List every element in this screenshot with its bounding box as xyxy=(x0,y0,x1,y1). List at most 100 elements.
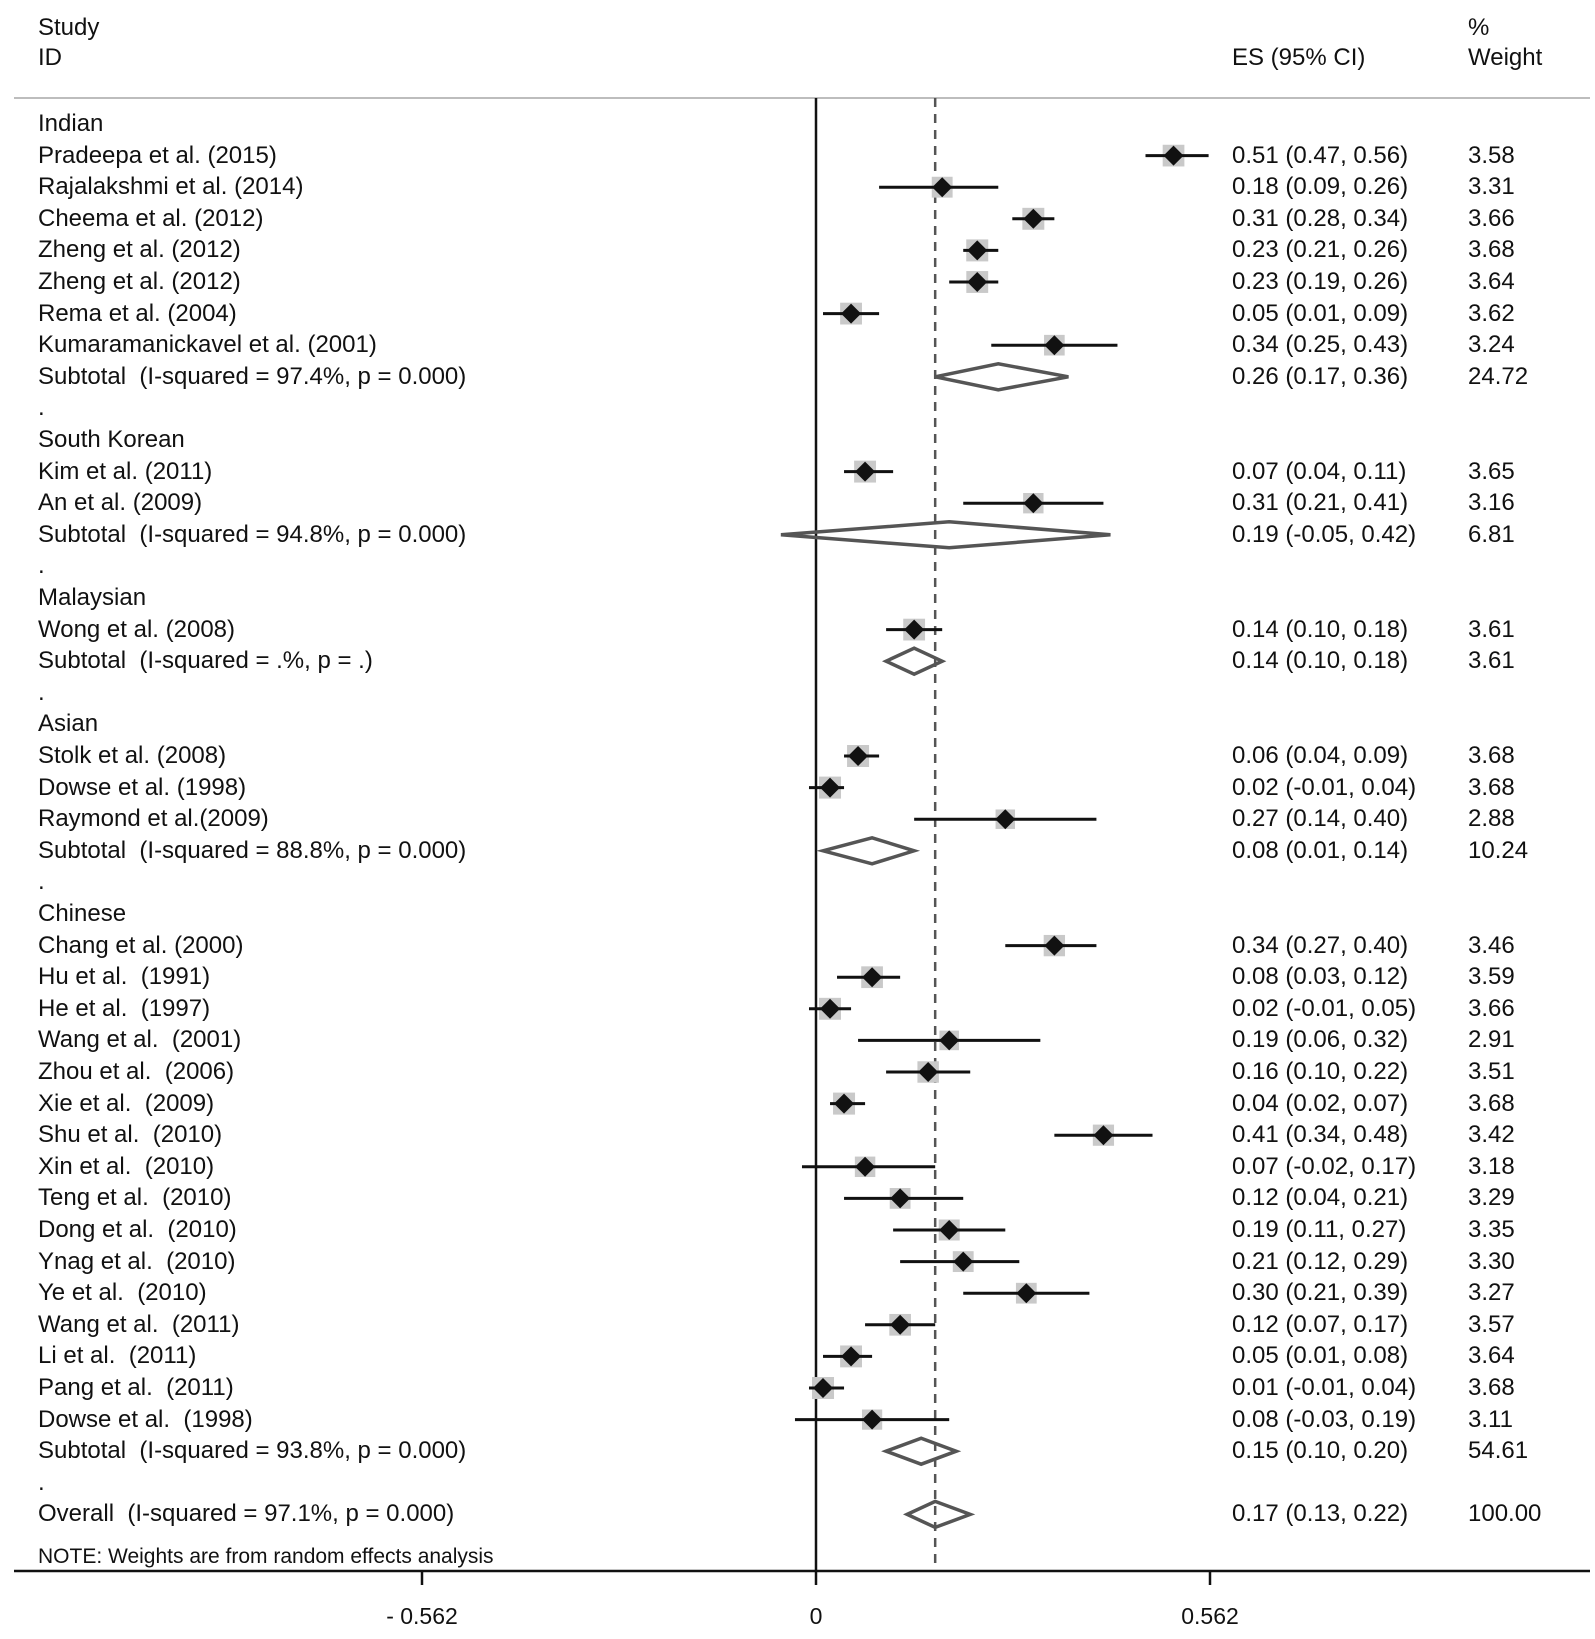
effect-size-ci-label: 0.19 (-0.05, 0.42) xyxy=(1232,520,1417,548)
study-point-marker xyxy=(995,809,1016,830)
effect-size-ci-label: 0.01 (-0.01, 0.04) xyxy=(1232,1374,1417,1401)
study-label: Wong et al. (2008) xyxy=(38,615,236,643)
effect-size-ci-label: 0.23 (0.19, 0.26) xyxy=(1232,268,1409,295)
weight-label: 3.57 xyxy=(1468,1310,1515,1338)
weight-label: 6.81 xyxy=(1468,520,1515,548)
weight-label: 3.68 xyxy=(1468,773,1515,801)
effect-size-ci-label: 0.21 (0.12, 0.29) xyxy=(1232,1247,1409,1275)
study-point-marker xyxy=(967,272,988,292)
effect-size-ci-label: 0.30 (0.21, 0.39) xyxy=(1232,1279,1409,1307)
header-percent-label: % xyxy=(1468,14,1490,41)
study-point-marker xyxy=(939,1030,960,1051)
study-label: Pang et al. (2011) xyxy=(38,1374,234,1401)
study-point-marker xyxy=(890,1188,911,1209)
study-point-marker xyxy=(890,1314,911,1335)
study-label: Xie et al. (2009) xyxy=(38,1089,215,1117)
study-label: Kim et al. (2011) xyxy=(38,457,213,485)
study-point-marker xyxy=(848,746,869,766)
effect-size-ci-label: 0.02 (-0.01, 0.05) xyxy=(1232,994,1417,1022)
group-label: Asian xyxy=(38,710,99,738)
effect-size-ci-label: 0.12 (0.07, 0.17) xyxy=(1232,1310,1409,1338)
effect-size-ci-label: 0.04 (0.02, 0.07) xyxy=(1232,1089,1409,1117)
study-point-marker xyxy=(1023,208,1044,229)
subtotal-label: Subtotal (I-squared = 97.4%, p = 0.000) xyxy=(38,362,467,390)
weight-label: 2.88 xyxy=(1468,805,1515,833)
spacer-dot: . xyxy=(38,394,45,422)
weight-label: 3.64 xyxy=(1468,268,1515,295)
subtotal-label: Subtotal (I-squared = 94.8%, p = 0.000) xyxy=(38,520,467,548)
study-point-marker xyxy=(953,1251,974,1272)
effect-size-ci-label: 0.08 (0.03, 0.12) xyxy=(1232,963,1409,991)
weight-label: 3.16 xyxy=(1468,489,1515,517)
subtotal-label: Subtotal (I-squared = 93.8%, p = 0.000) xyxy=(38,1437,467,1465)
study-label: Cheema et al. (2012) xyxy=(38,204,264,232)
weight-label: 3.30 xyxy=(1468,1247,1515,1275)
study-point-marker xyxy=(1093,1125,1114,1146)
header-es-label: ES (95% CI) xyxy=(1232,44,1366,71)
weight-label: 3.46 xyxy=(1468,931,1515,959)
effect-size-ci-label: 0.17 (0.13, 0.22) xyxy=(1232,1500,1409,1528)
weight-label: 3.68 xyxy=(1468,1374,1515,1401)
study-point-marker xyxy=(862,1409,883,1430)
effect-size-ci-label: 0.15 (0.10, 0.20) xyxy=(1232,1437,1409,1465)
weight-label: 3.58 xyxy=(1468,141,1515,169)
study-label: Ynag et al. (2010) xyxy=(38,1247,236,1275)
effect-size-ci-label: 0.19 (0.06, 0.32) xyxy=(1232,1026,1409,1054)
spacer-dot: . xyxy=(38,868,45,896)
weight-label: 3.42 xyxy=(1468,1121,1515,1149)
study-label: Teng et al. (2010) xyxy=(38,1184,232,1212)
weight-label: 3.24 xyxy=(1468,331,1515,359)
study-label: Zhou et al. (2006) xyxy=(38,1058,235,1085)
spacer-dot: . xyxy=(38,552,45,580)
weight-label: 3.61 xyxy=(1468,615,1515,643)
effect-size-ci-label: 0.06 (0.04, 0.09) xyxy=(1232,742,1409,769)
study-label: Li et al. (2011) xyxy=(38,1342,197,1370)
header-id-label: ID xyxy=(38,44,62,71)
effect-size-ci-label: 0.07 (0.04, 0.11) xyxy=(1232,457,1407,485)
study-label: Wang et al. (2001) xyxy=(38,1026,242,1054)
spacer-dot: . xyxy=(38,1468,45,1496)
header-study-label: Study xyxy=(38,14,100,41)
subtotal-label: Subtotal (I-squared = .%, p = .) xyxy=(38,647,373,675)
weight-label: 3.62 xyxy=(1468,299,1515,327)
weight-label: 24.72 xyxy=(1468,362,1529,390)
study-point-marker xyxy=(904,619,925,640)
weight-label: 3.18 xyxy=(1468,1152,1515,1180)
weight-label: 3.51 xyxy=(1468,1058,1515,1085)
x-axis-tick-label: - 0.562 xyxy=(386,1603,458,1629)
subtotal-diamond xyxy=(881,646,947,677)
weight-label: 3.68 xyxy=(1468,742,1515,769)
effect-size-ci-label: 0.12 (0.04, 0.21) xyxy=(1232,1184,1409,1212)
study-label: Wang et al. (2011) xyxy=(38,1310,240,1338)
subtotal-diamond xyxy=(934,362,1069,392)
effect-size-ci-label: 0.08 (0.01, 0.14) xyxy=(1232,836,1409,864)
weight-label: 100.00 xyxy=(1468,1500,1542,1528)
weight-label: 54.61 xyxy=(1468,1437,1529,1465)
study-label: Xin et al. (2010) xyxy=(38,1152,215,1180)
effect-size-ci-label: 0.34 (0.27, 0.40) xyxy=(1232,931,1409,959)
study-label: Hu et al. (1991) xyxy=(38,963,211,991)
group-label: Indian xyxy=(38,110,104,137)
study-label: He et al. (1997) xyxy=(38,994,211,1022)
study-point-marker xyxy=(932,177,953,198)
effect-size-ci-label: 0.26 (0.17, 0.36) xyxy=(1232,362,1409,390)
overall-label: Overall (I-squared = 97.1%, p = 0.000) xyxy=(38,1500,455,1528)
subtotal-label: Subtotal (I-squared = 88.8%, p = 0.000) xyxy=(38,836,467,864)
weight-label: 3.59 xyxy=(1468,963,1515,991)
effect-size-ci-label: 0.16 (0.10, 0.22) xyxy=(1232,1058,1409,1085)
study-point-marker xyxy=(939,1220,960,1240)
weight-label: 2.91 xyxy=(1468,1026,1515,1054)
effect-size-ci-label: 0.27 (0.14, 0.40) xyxy=(1232,805,1409,833)
study-point-marker xyxy=(1163,145,1184,166)
study-point-marker xyxy=(855,1156,876,1177)
study-label: Dowse et al. (1998) xyxy=(38,773,247,801)
effect-size-ci-label: 0.08 (-0.03, 0.19) xyxy=(1232,1405,1417,1433)
effect-size-ci-label: 0.34 (0.25, 0.43) xyxy=(1232,331,1409,359)
study-point-marker xyxy=(918,1062,939,1082)
weight-label: 10.24 xyxy=(1468,836,1529,864)
group-label: Malaysian xyxy=(38,584,147,611)
study-point-marker xyxy=(967,240,988,261)
study-point-marker xyxy=(820,777,841,798)
study-label: Stolk et al. (2008) xyxy=(38,742,227,769)
weight-label: 3.65 xyxy=(1468,457,1515,485)
